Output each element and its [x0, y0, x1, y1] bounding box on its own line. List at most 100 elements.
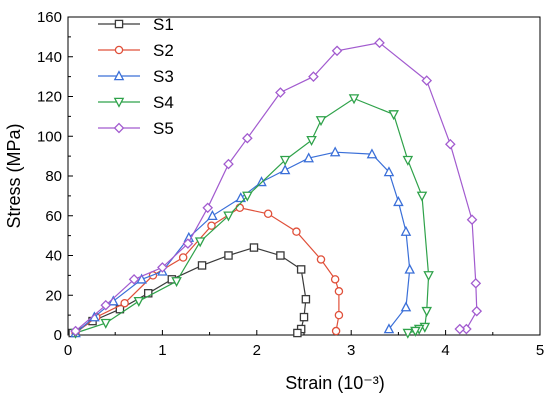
x-tick-label: 0 — [64, 342, 72, 359]
series-s4-point — [416, 191, 428, 202]
series-s1-point — [276, 251, 285, 260]
series-s2-point — [334, 310, 344, 320]
series-s2-point — [331, 326, 341, 336]
x-axis-label: Strain (10⁻³) — [285, 373, 385, 393]
series-s4-point — [421, 306, 432, 317]
y-axis-label: Stress (MPa) — [4, 123, 24, 228]
series-s4-line — [75, 97, 430, 334]
legend-marker-s3 — [113, 70, 125, 81]
series-s3-point — [383, 166, 395, 177]
x-tick-label: 2 — [253, 342, 261, 359]
series-s2-point — [263, 209, 273, 219]
y-tick-label: 20 — [45, 287, 62, 304]
series-s5-line — [75, 42, 478, 332]
series-s3-point — [383, 323, 395, 334]
y-tick-label: 160 — [37, 9, 62, 26]
legend-item-s1: S1 — [98, 15, 174, 34]
series-s1-point — [249, 243, 259, 252]
series-s3-point — [136, 273, 147, 284]
series-s3-point — [256, 176, 267, 187]
series-s4-point — [306, 135, 317, 147]
series-s4-point — [223, 211, 234, 222]
series-s5-point — [157, 262, 168, 273]
legend-label-s5: S5 — [153, 119, 174, 138]
series-s2-point — [178, 253, 188, 262]
series-s4-point — [348, 94, 360, 105]
series-s1-point — [296, 265, 306, 274]
y-tick-label: 120 — [37, 89, 62, 106]
series-s5-point — [202, 202, 214, 214]
legend-marker-s1 — [114, 19, 124, 29]
legend-label-s2: S2 — [153, 41, 174, 60]
series-s5-point — [223, 158, 234, 170]
series-s5-point — [470, 278, 482, 289]
series-s2-point — [120, 298, 129, 308]
x-tick-label: 1 — [158, 342, 166, 359]
series-s2-point — [235, 203, 245, 213]
series-s4-point — [171, 277, 182, 288]
series-s4-point — [194, 237, 206, 248]
legend-label-s1: S1 — [153, 15, 174, 34]
series-s1-point — [197, 261, 207, 270]
series-s2-point — [334, 287, 344, 296]
series-s5-point — [128, 274, 140, 285]
series-s2-point — [292, 227, 301, 236]
y-tick-label: 80 — [45, 168, 62, 185]
series-s5-point — [275, 87, 286, 98]
series-s3-point — [393, 196, 404, 207]
series-s3-point — [366, 148, 378, 159]
series-s4-point — [315, 116, 327, 127]
series-s3-point — [400, 225, 412, 236]
series-s4-point — [402, 155, 414, 166]
series-s2-point — [330, 275, 340, 284]
legend: S1 S2 S3 S4 S5 — [98, 15, 174, 138]
y-tick-label: 0 — [54, 327, 62, 344]
series-layer — [68, 37, 483, 339]
series-s5-point — [471, 305, 483, 317]
y-tick-label: 140 — [37, 49, 62, 66]
series-s4-point — [279, 155, 291, 166]
series-s4-point — [388, 110, 399, 121]
legend-marker-s2 — [114, 45, 124, 55]
series-s1-point — [301, 294, 311, 304]
series-s2-point — [316, 255, 326, 264]
series-s5 — [70, 37, 483, 337]
legend-label-s4: S4 — [153, 93, 174, 112]
series-s1-point — [293, 328, 302, 338]
x-tick-label: 4 — [441, 342, 449, 359]
series-s3-point — [279, 164, 291, 175]
x-tick-label: 3 — [347, 342, 355, 359]
series-s4-point — [100, 318, 112, 329]
series-s2-point — [207, 221, 216, 230]
series-s3-point — [400, 301, 412, 312]
series-s5-point — [331, 45, 343, 57]
series-s5-point — [70, 325, 81, 337]
y-tick-label: 100 — [37, 128, 62, 145]
series-s3 — [70, 146, 416, 338]
series-s5-point — [308, 71, 319, 82]
legend-item-s4: S4 — [98, 93, 174, 112]
series-s5-point — [421, 75, 433, 86]
series-s3-point — [404, 263, 416, 274]
series-s5-point — [100, 299, 112, 311]
series-s5-point — [445, 138, 456, 150]
series-s5-point — [466, 214, 478, 226]
series-s3-point — [235, 192, 247, 203]
series-s1-point — [224, 251, 233, 260]
series-s4-point — [242, 191, 253, 202]
axes: 0 1 2 3 4 5 0 20 40 60 80 100 120 140 160 — [37, 9, 544, 359]
legend-item-s2: S2 — [98, 41, 174, 60]
series-s4-point — [133, 296, 145, 308]
legend-marker-s5 — [113, 122, 125, 134]
series-s1-point — [299, 312, 309, 322]
legend-label-s3: S3 — [153, 67, 174, 86]
legend-marker-s4 — [113, 97, 125, 108]
legend-item-s3: S3 — [98, 67, 174, 86]
series-s3-point — [329, 146, 341, 157]
series-s3-point — [207, 209, 218, 221]
series-s3-point — [303, 152, 314, 163]
y-tick-label: 60 — [45, 208, 62, 225]
series-s5-point — [182, 238, 194, 249]
x-tick-label: 5 — [536, 342, 544, 359]
